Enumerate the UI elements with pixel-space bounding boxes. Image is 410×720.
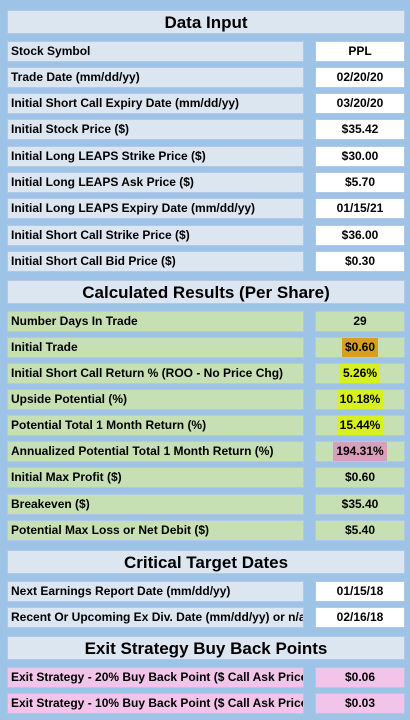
row-label: Initial Long LEAPS Ask Price ($) (7, 172, 304, 193)
result-row-max-loss: Potential Max Loss or Net Debit ($) $5.4… (7, 520, 405, 541)
row-label: Initial Long LEAPS Expiry Date (mm/dd/yy… (7, 198, 304, 219)
upside-potential-value: 10.18% (315, 389, 405, 410)
row-label: Initial Stock Price ($) (7, 119, 304, 140)
row-label: Initial Long LEAPS Strike Price ($) (7, 146, 304, 167)
data-row-leaps-ask: Initial Long LEAPS Ask Price ($) $5.70 (7, 172, 405, 193)
highlight-yellow: 10.18% (336, 390, 384, 409)
exit-10-value: $0.03 (315, 693, 405, 714)
total-return-value: 15.44% (315, 415, 405, 436)
short-call-expiry-input[interactable]: 03/20/20 (315, 93, 405, 114)
result-row-max-profit: Initial Max Profit ($) $0.60 (7, 467, 405, 488)
result-row-days-in-trade: Number Days In Trade 29 (7, 311, 405, 332)
exit-20-value: $0.06 (315, 667, 405, 688)
earnings-date-input[interactable]: 01/15/18 (315, 581, 405, 602)
exit-row-10-percent: Exit Strategy - 10% Buy Back Point ($ Ca… (7, 693, 405, 714)
row-label: Initial Short Call Strike Price ($) (7, 225, 304, 246)
row-label: Trade Date (mm/dd/yy) (7, 67, 304, 88)
data-row-stock-symbol: Stock Symbol PPL (7, 41, 405, 62)
max-profit-value: $0.60 (315, 467, 405, 488)
trade-date-input[interactable]: 02/20/20 (315, 67, 405, 88)
data-row-short-call-strike: Initial Short Call Strike Price ($) $36.… (7, 225, 405, 246)
row-label: Upside Potential (%) (7, 389, 304, 410)
stock-price-input[interactable]: $35.42 (315, 119, 405, 140)
row-label: Exit Strategy - 10% Buy Back Point ($ Ca… (7, 693, 304, 714)
row-label: Initial Trade (7, 337, 304, 358)
initial-trade-value: $0.60 (315, 337, 405, 358)
result-row-total-return: Potential Total 1 Month Return (%) 15.44… (7, 415, 405, 436)
result-row-upside-potential: Upside Potential (%) 10.18% (7, 389, 405, 410)
short-call-strike-input[interactable]: $36.00 (315, 225, 405, 246)
leaps-strike-input[interactable]: $30.00 (315, 146, 405, 167)
annualized-return-value: 194.31% (315, 441, 405, 462)
highlight-rose: 194.31% (333, 442, 387, 461)
data-row-short-call-bid: Initial Short Call Bid Price ($) $0.30 (7, 251, 405, 272)
data-row-leaps-strike: Initial Long LEAPS Strike Price ($) $30.… (7, 146, 405, 167)
row-label: Number Days In Trade (7, 311, 304, 332)
max-loss-value: $5.40 (315, 520, 405, 541)
data-row-stock-price: Initial Stock Price ($) $35.42 (7, 119, 405, 140)
leaps-expiry-input[interactable]: 01/15/21 (315, 198, 405, 219)
date-row-earnings: Next Earnings Report Date (mm/dd/yy) 01/… (7, 581, 405, 602)
result-row-breakeven: Breakeven ($) $35.40 (7, 494, 405, 515)
days-in-trade-value: 29 (315, 311, 405, 332)
section-header-calculated-results: Calculated Results (Per Share) (7, 280, 405, 304)
row-label: Potential Total 1 Month Return (%) (7, 415, 304, 436)
row-label: Exit Strategy - 20% Buy Back Point ($ Ca… (7, 667, 304, 688)
date-row-ex-div: Recent Or Upcoming Ex Div. Date (mm/dd/y… (7, 607, 405, 628)
row-label: Initial Short Call Bid Price ($) (7, 251, 304, 272)
highlight-yellow: 15.44% (336, 416, 384, 435)
row-label: Initial Max Profit ($) (7, 467, 304, 488)
section-header-exit-strategy: Exit Strategy Buy Back Points (7, 636, 405, 660)
data-row-trade-date: Trade Date (mm/dd/yy) 02/20/20 (7, 67, 405, 88)
data-row-leaps-expiry: Initial Long LEAPS Expiry Date (mm/dd/yy… (7, 198, 405, 219)
section-header-data-input: Data Input (7, 10, 405, 34)
short-call-bid-input[interactable]: $0.30 (315, 251, 405, 272)
highlight-orange: $0.60 (341, 338, 379, 357)
section-header-critical-dates: Critical Target Dates (7, 550, 405, 574)
row-label: Annualized Potential Total 1 Month Retur… (7, 441, 304, 462)
row-label: Breakeven ($) (7, 494, 304, 515)
short-call-return-value: 5.26% (315, 363, 405, 384)
leaps-ask-input[interactable]: $5.70 (315, 172, 405, 193)
stock-symbol-input[interactable]: PPL (315, 41, 405, 62)
row-label: Stock Symbol (7, 41, 304, 62)
row-label: Initial Short Call Expiry Date (mm/dd/yy… (7, 93, 304, 114)
row-label: Next Earnings Report Date (mm/dd/yy) (7, 581, 304, 602)
result-row-initial-trade: Initial Trade $0.60 (7, 337, 405, 358)
result-row-annualized-return: Annualized Potential Total 1 Month Retur… (7, 441, 405, 462)
data-row-short-call-expiry: Initial Short Call Expiry Date (mm/dd/yy… (7, 93, 405, 114)
result-row-short-call-return: Initial Short Call Return % (ROO - No Pr… (7, 363, 405, 384)
ex-div-date-input[interactable]: 02/16/18 (315, 607, 405, 628)
breakeven-value: $35.40 (315, 494, 405, 515)
row-label: Potential Max Loss or Net Debit ($) (7, 520, 304, 541)
row-label: Recent Or Upcoming Ex Div. Date (mm/dd/y… (7, 607, 304, 628)
exit-row-20-percent: Exit Strategy - 20% Buy Back Point ($ Ca… (7, 667, 405, 688)
row-label: Initial Short Call Return % (ROO - No Pr… (7, 363, 304, 384)
highlight-yellow: 5.26% (339, 364, 381, 383)
